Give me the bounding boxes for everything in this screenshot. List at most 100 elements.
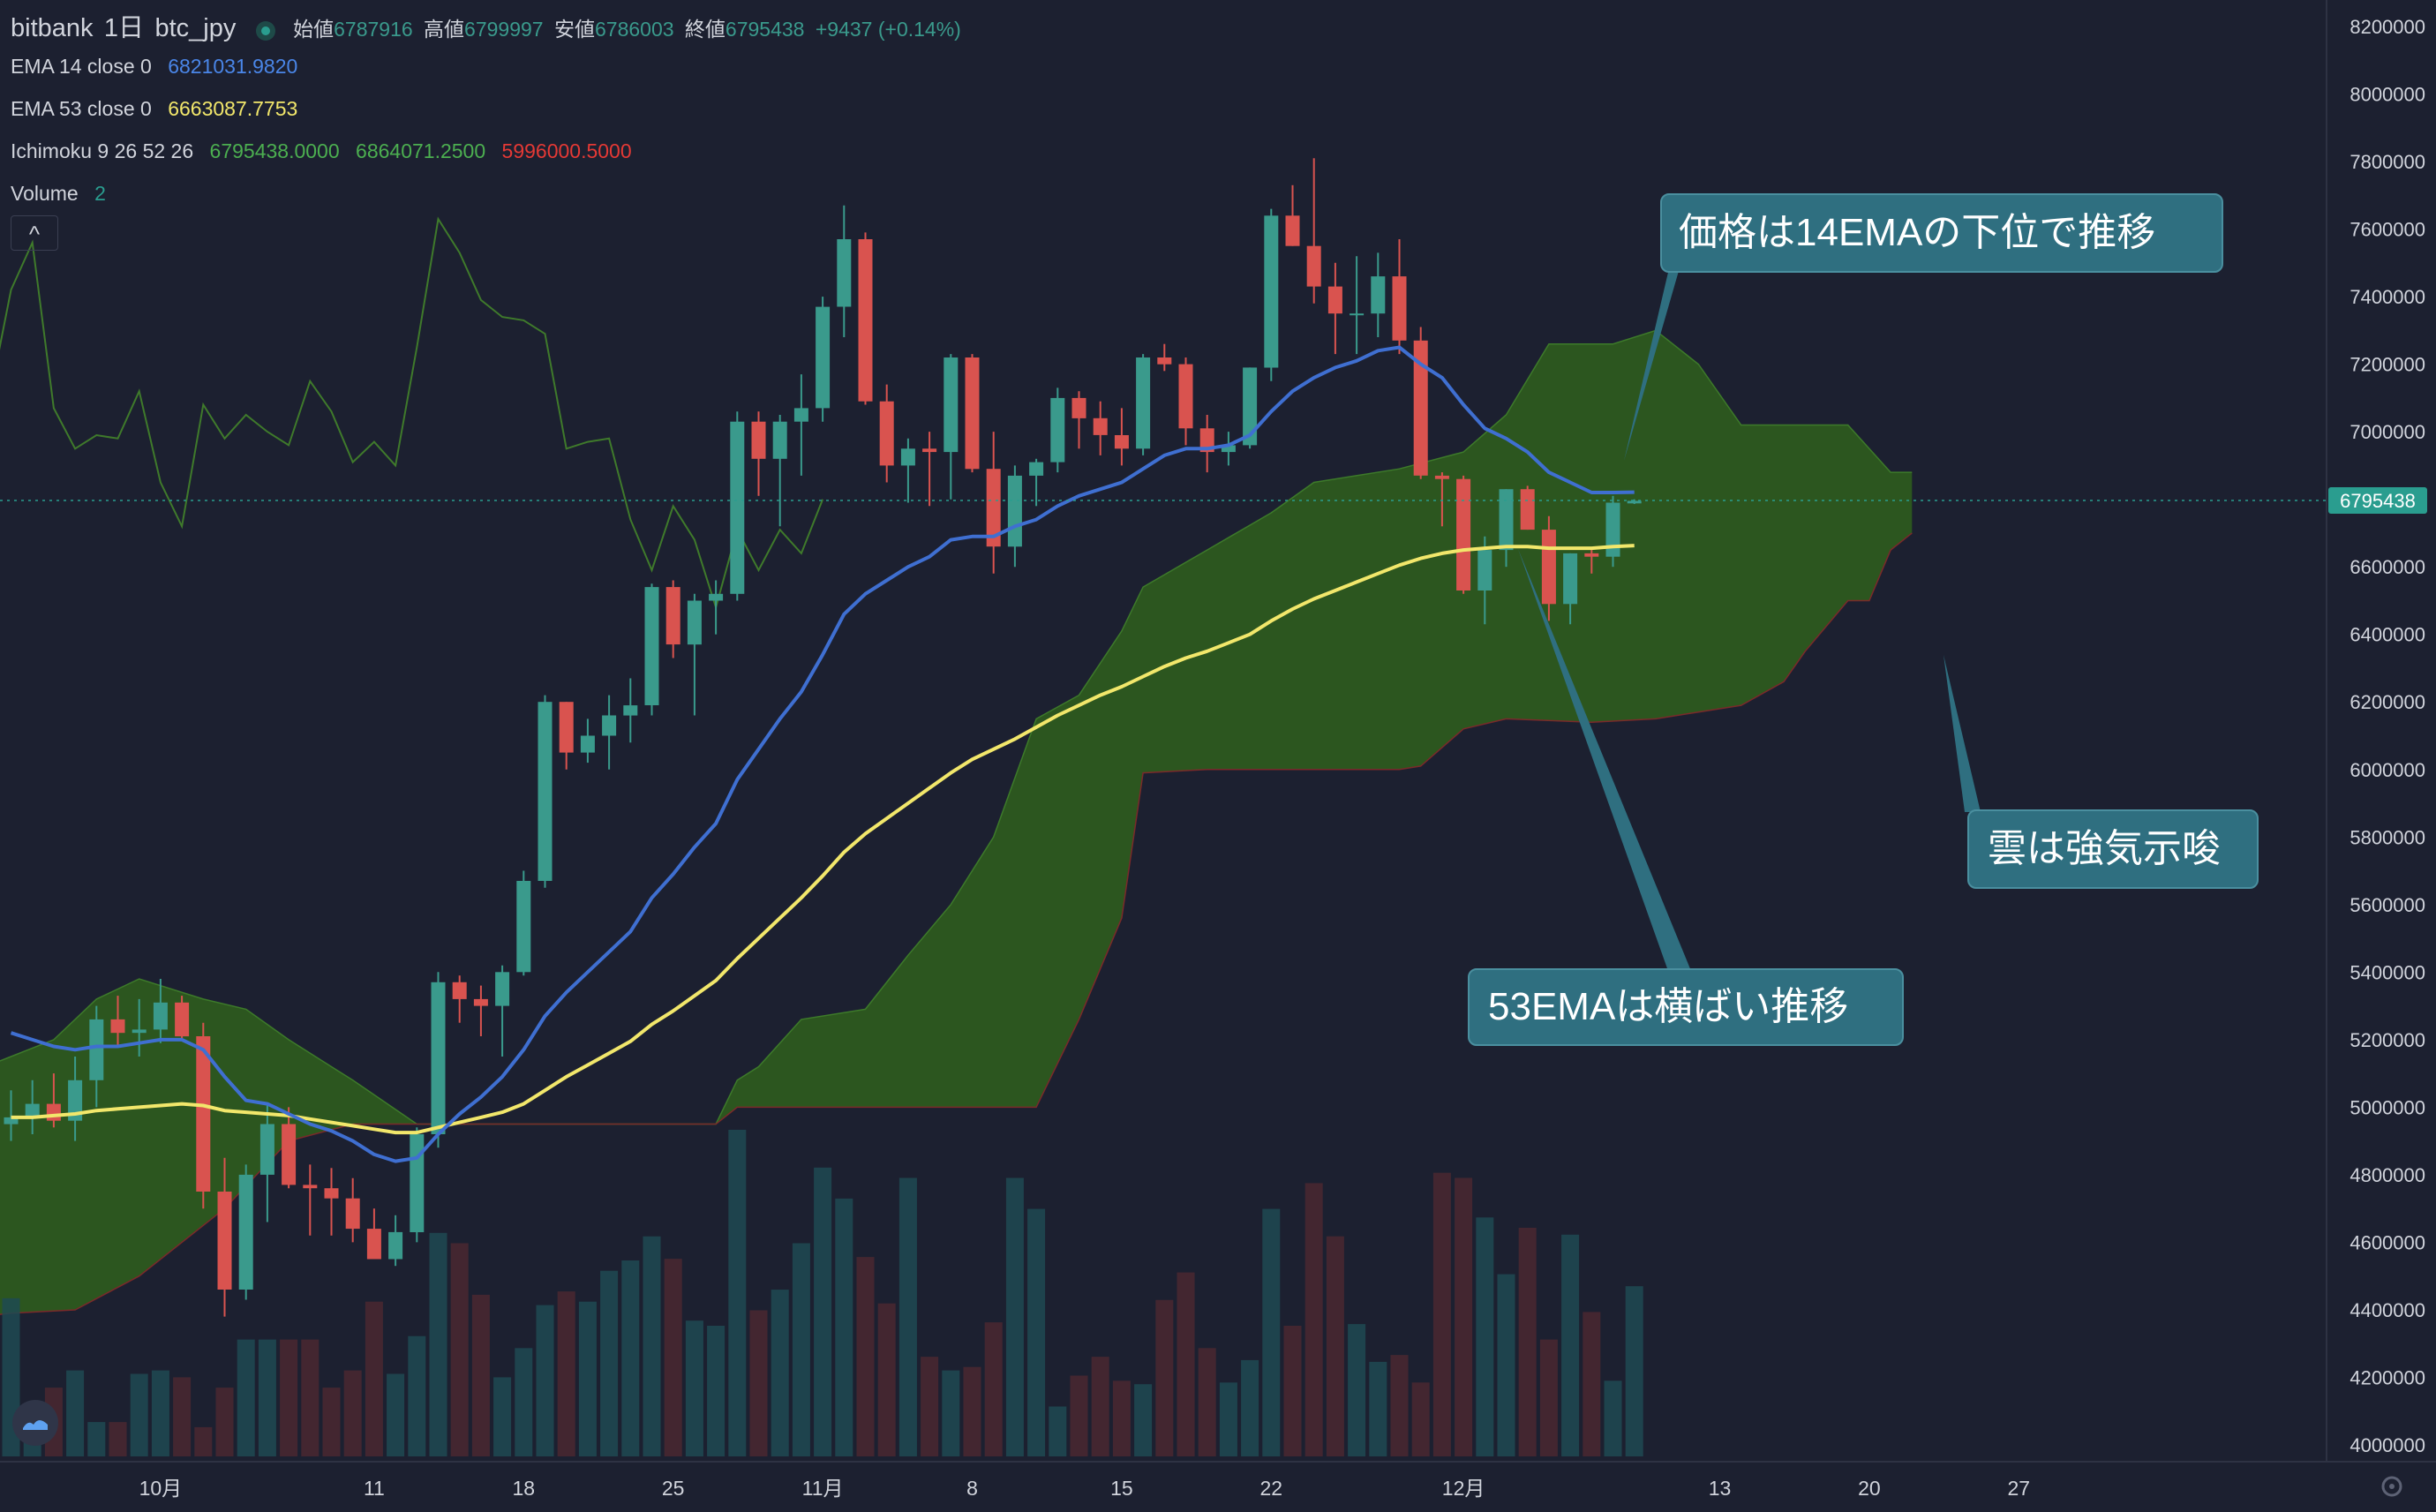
candle[interactable] <box>1178 357 1193 446</box>
legend-ichimoku[interactable]: Ichimoku 9 26 52 26 6795438.0000 6864071… <box>11 139 637 163</box>
candle[interactable] <box>922 432 937 507</box>
candle[interactable] <box>1499 489 1514 568</box>
candle[interactable] <box>1392 239 1407 355</box>
candle[interactable] <box>793 374 808 476</box>
time-axis[interactable]: 132010月11182511月8152212月132027 <box>0 1477 2030 1500</box>
candle[interactable] <box>153 979 168 1043</box>
candle[interactable] <box>1136 354 1151 455</box>
candle[interactable] <box>751 411 766 496</box>
candle[interactable] <box>580 718 595 764</box>
candle[interactable] <box>410 1127 425 1243</box>
candle[interactable] <box>345 1177 360 1243</box>
candle[interactable] <box>858 232 873 405</box>
candle[interactable] <box>175 996 190 1040</box>
settings-gear-icon[interactable] <box>2381 1476 2402 1497</box>
candle[interactable] <box>1627 499 1642 504</box>
symbol[interactable]: btc_jpy <box>154 14 237 42</box>
candle[interactable] <box>1456 475 1471 594</box>
candle[interactable] <box>837 205 852 337</box>
candle[interactable] <box>68 1057 83 1141</box>
annotation-price-below-ema14[interactable]: 価格は14EMAの下位で推移 <box>1624 193 2223 461</box>
candle[interactable] <box>1584 550 1599 574</box>
candle[interactable] <box>1434 472 1449 527</box>
legend-volume[interactable]: Volume 2 <box>11 182 111 206</box>
price-tick-label: 7800000 <box>2350 151 2425 173</box>
candle[interactable] <box>1371 252 1386 337</box>
volume-bar <box>1155 1299 1174 1456</box>
candle[interactable] <box>816 297 831 422</box>
volume-bar <box>87 1422 106 1456</box>
candle[interactable] <box>1264 208 1279 381</box>
candle[interactable] <box>730 411 745 601</box>
candle[interactable] <box>538 695 553 888</box>
candle[interactable] <box>1285 184 1300 246</box>
candle[interactable] <box>665 580 680 658</box>
candle[interactable] <box>1563 553 1578 625</box>
candle[interactable] <box>1071 391 1086 449</box>
candle[interactable] <box>879 384 894 483</box>
candle[interactable] <box>452 975 467 1023</box>
volume-bar <box>664 1259 682 1456</box>
collapse-legend-button[interactable]: ^ <box>11 215 58 251</box>
candle[interactable] <box>388 1215 403 1267</box>
candle[interactable] <box>900 438 915 503</box>
candle[interactable] <box>623 678 638 743</box>
candle[interactable] <box>1093 401 1108 455</box>
price-tick-label: 7400000 <box>2350 286 2425 308</box>
candle[interactable] <box>1029 458 1044 507</box>
candle[interactable] <box>217 1157 232 1317</box>
candle[interactable] <box>495 965 510 1057</box>
price-tick-label: 7000000 <box>2350 421 2425 443</box>
candle[interactable] <box>1605 495 1620 568</box>
tradingview-logo-icon[interactable] <box>12 1400 58 1446</box>
candle[interactable] <box>602 695 617 770</box>
candle[interactable] <box>1157 343 1172 372</box>
candle[interactable] <box>1413 327 1428 479</box>
candle[interactable] <box>25 1079 40 1134</box>
volume-bar <box>1219 1382 1237 1456</box>
legend-ema53[interactable]: EMA 53 close 0 6663087.7753 <box>11 97 303 121</box>
candle[interactable] <box>1477 536 1492 625</box>
candle[interactable] <box>965 354 980 473</box>
candle[interactable] <box>303 1164 318 1236</box>
candle[interactable] <box>644 583 659 716</box>
interval[interactable]: 1日 <box>103 14 145 42</box>
candle[interactable] <box>366 1208 381 1260</box>
candle[interactable] <box>1520 485 1535 530</box>
volume-bar <box>707 1326 726 1456</box>
candle[interactable] <box>473 985 488 1036</box>
candle[interactable] <box>516 870 531 976</box>
candle[interactable] <box>89 1005 104 1108</box>
candle[interactable] <box>324 1168 339 1236</box>
candle[interactable] <box>772 415 787 527</box>
candle[interactable] <box>1199 415 1214 473</box>
candle[interactable] <box>1114 408 1129 466</box>
candle[interactable] <box>259 1103 274 1222</box>
candle-body <box>431 982 446 1134</box>
candle[interactable] <box>687 593 702 716</box>
candle[interactable] <box>986 432 1001 574</box>
candle[interactable] <box>282 1107 297 1189</box>
legend-ema14[interactable]: EMA 14 close 0 6821031.9820 <box>11 55 303 79</box>
change-value: +9437 (+0.14%) <box>815 18 961 41</box>
candle[interactable] <box>559 702 574 770</box>
price-axis[interactable]: 8200000 8000000 7800000 7600000 7400000 72000… <box>2350 16 2425 1456</box>
candle[interactable] <box>431 972 446 1148</box>
candle[interactable] <box>1327 262 1342 355</box>
candle[interactable] <box>1350 256 1365 355</box>
candle-body <box>1050 397 1065 463</box>
candle[interactable] <box>1306 158 1321 304</box>
candle[interactable] <box>110 996 125 1047</box>
candle[interactable] <box>196 1022 211 1209</box>
candle[interactable] <box>1050 387 1065 473</box>
candle[interactable] <box>238 1164 253 1300</box>
candle[interactable] <box>132 998 147 1057</box>
annotation-ema53-flat[interactable]: 53EMAは横ばい推移 <box>1468 549 1904 1046</box>
annotation-cloud-bullish[interactable]: 雲は強気示唆 <box>1944 655 2259 889</box>
candle[interactable] <box>944 354 959 500</box>
candle[interactable] <box>709 580 724 635</box>
candle[interactable] <box>1221 432 1236 466</box>
volume-bar <box>771 1290 789 1456</box>
